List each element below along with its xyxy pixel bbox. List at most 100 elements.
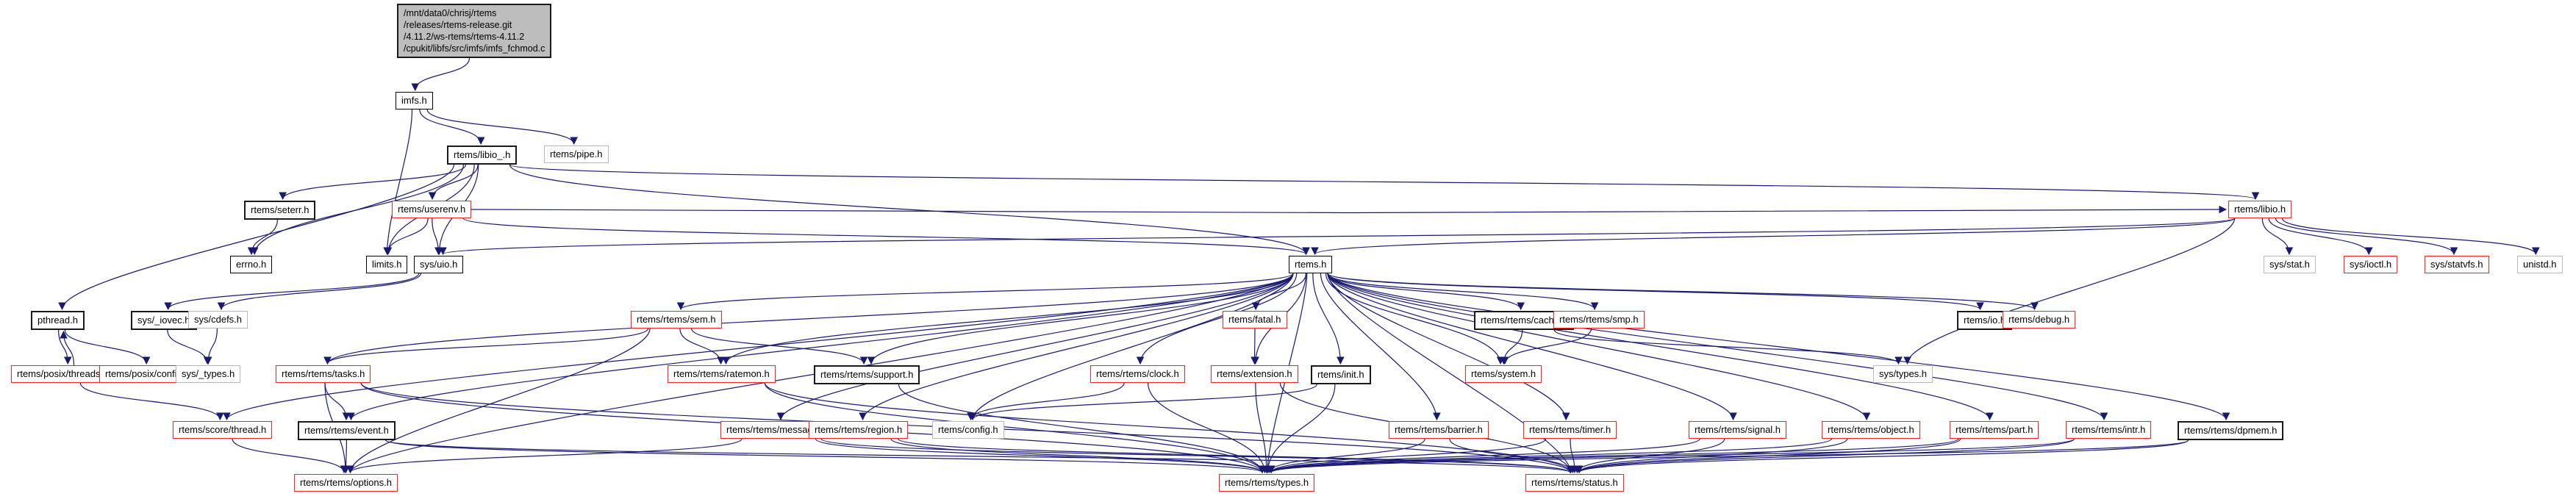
edge-rtems-sem	[676, 273, 1294, 311]
node-cdefs: sys/cdefs.h	[188, 311, 248, 329]
node-pthread[interactable]: pthread.h	[31, 311, 85, 330]
node-tasks[interactable]: rtems/rtems/tasks.h	[276, 365, 371, 383]
edge-rtems-status	[1327, 273, 1575, 474]
edge-rtems-tasks	[323, 273, 1294, 365]
edge-libio_-rtems	[509, 164, 1310, 256]
node-signal[interactable]: rtems/rtems/signal.h	[1689, 421, 1787, 439]
edge-event-status	[385, 439, 1574, 474]
edge-libio_-libio	[509, 164, 2259, 201]
node-clock[interactable]: rtems/rtems/clock.h	[1090, 365, 1185, 383]
node-errno[interactable]: errno.h	[230, 256, 273, 273]
node-part[interactable]: rtems/rtems/part.h	[1950, 421, 2039, 439]
edge-score_thread-options	[232, 438, 348, 474]
node-sys_ioctl[interactable]: sys/ioctl.h	[2344, 256, 2398, 273]
edge-rtems-debug	[1327, 273, 2039, 311]
node-init[interactable]: rtems/init.h	[1311, 365, 1371, 384]
node-region[interactable]: rtems/rtems/region.h	[809, 421, 909, 439]
edge-rtems-message	[776, 273, 1294, 421]
node-barrier[interactable]: rtems/rtems/barrier.h	[1389, 421, 1489, 439]
node-sys_uio[interactable]: sys/uio.h	[414, 256, 464, 273]
node-rtems[interactable]: rtems.h	[1289, 256, 1333, 273]
node-libio_[interactable]: rtems/libio_.h	[447, 146, 518, 165]
edge-rtems-support	[867, 273, 1294, 365]
edge-sem-tasks	[323, 328, 649, 365]
edge-region-rtems_types	[890, 438, 1267, 474]
edge-userenv-libio	[471, 205, 2228, 214]
edge-message-rtems_types	[815, 438, 1267, 474]
node-config_rtems: rtems/config.h	[932, 421, 1004, 439]
node-imfs[interactable]: imfs.h	[396, 92, 433, 110]
edge-libio_-userenv	[428, 164, 479, 201]
node-_iovec[interactable]: sys/_iovec.h	[131, 311, 197, 330]
edge-rtems-smp	[1327, 273, 1599, 311]
edge-cache-system	[1500, 329, 1523, 365]
node-libio[interactable]: rtems/libio.h	[2228, 201, 2292, 218]
edge-region-status	[897, 438, 1575, 474]
edge-signal-rtems_types	[1267, 438, 1700, 474]
node-sem[interactable]: rtems/rtems/sem.h	[631, 311, 722, 329]
edge-seterr-errno	[247, 219, 278, 256]
edge-sys_uio-cdefs	[217, 273, 422, 311]
node-limits[interactable]: limits.h	[366, 256, 408, 273]
node-sys_types: sys/types.h	[1873, 365, 1933, 383]
edge-clock-config_rtems	[967, 382, 1125, 421]
node-sys_stat: sys/stat.h	[2264, 256, 2316, 273]
edge-cache-sys_types	[1553, 329, 1903, 365]
node-fatal[interactable]: rtems/fatal.h	[1223, 311, 1287, 329]
edge-support-rtems_types	[898, 384, 1267, 474]
node-_types: sys/_types.h	[176, 365, 241, 383]
edge-smp-system	[1500, 328, 1592, 365]
edge-clock-rtems_types	[1147, 382, 1269, 474]
edge-intr-status	[1575, 438, 2075, 474]
edge-userenv-rtems	[462, 218, 1310, 256]
edge-event-rtems_types	[385, 439, 1266, 474]
node-score_thread[interactable]: rtems/score/thread.h	[173, 421, 273, 439]
edge-userenv-limits	[383, 218, 429, 256]
edge-imfs-libio_	[419, 109, 485, 146]
node-event[interactable]: rtems/rtems/event.h	[298, 421, 396, 440]
node-extension[interactable]: rtems/extension.h	[1211, 365, 1298, 383]
node-status[interactable]: rtems/rtems/status.h	[1525, 474, 1624, 492]
edge-rtems-barrier	[1320, 273, 1441, 421]
edge-dpmem-status	[1575, 439, 2189, 474]
node-sys_statvfs[interactable]: sys/statvfs.h	[2425, 256, 2489, 273]
edge-libio_-seterr	[279, 164, 467, 201]
node-dpmem[interactable]: rtems/rtems/dpmem.h	[2178, 421, 2284, 440]
node-unistd: unistd.h	[2517, 256, 2563, 273]
edge-rtems-config_rtems	[968, 273, 1294, 421]
edge-libio_-pthread	[58, 164, 455, 311]
edge-rtems-timer	[1327, 273, 1570, 421]
node-smp[interactable]: rtems/rtems/smp.h	[1553, 311, 1645, 329]
edge-tasks-event	[324, 382, 351, 421]
node-rtems_types[interactable]: rtems/rtems/types.h	[1219, 474, 1315, 492]
edge-object-status	[1575, 438, 1848, 474]
edge-libio-sys_ioctl	[2268, 218, 2373, 256]
node-seterr[interactable]: rtems/seterr.h	[244, 201, 316, 220]
edge-ratemon-rtems_types	[764, 382, 1267, 474]
edge-timer-status	[1570, 438, 1579, 474]
node-debug[interactable]: rtems/debug.h	[2003, 311, 2076, 329]
node-options[interactable]: rtems/rtems/options.h	[294, 474, 398, 492]
edge-sem-support	[691, 328, 868, 365]
node-ratemon[interactable]: rtems/rtems/ratemon.h	[668, 365, 776, 383]
node-object[interactable]: rtems/rtems/object.h	[1822, 421, 1920, 439]
node-userenv[interactable]: rtems/userenv.h	[392, 201, 472, 218]
edge-imfs-pipe	[426, 109, 579, 146]
edge-init-config_rtems	[968, 384, 1317, 421]
node-system[interactable]: rtems/system.h	[1465, 365, 1542, 383]
edge-intr-rtems_types	[1267, 438, 2075, 474]
edge-rtems-score_thread	[223, 273, 1294, 421]
edge-pthread-posix_config	[64, 329, 151, 365]
edge-rtems-event	[347, 273, 1294, 421]
edge-rtems-fatal	[1251, 273, 1307, 311]
edge-rtems-object	[1327, 273, 1871, 421]
edge-extension-rtems_types	[1255, 382, 1271, 474]
node-support[interactable]: rtems/rtems/support.h	[814, 365, 920, 384]
edge-pthread-threadsup	[58, 329, 72, 365]
node-intr[interactable]: rtems/rtems/intr.h	[2066, 421, 2152, 439]
edge-rtems-part	[1327, 273, 1994, 421]
edge-userenv-sys_uio	[432, 218, 443, 256]
node-timer[interactable]: rtems/rtems/timer.h	[1523, 421, 1617, 439]
